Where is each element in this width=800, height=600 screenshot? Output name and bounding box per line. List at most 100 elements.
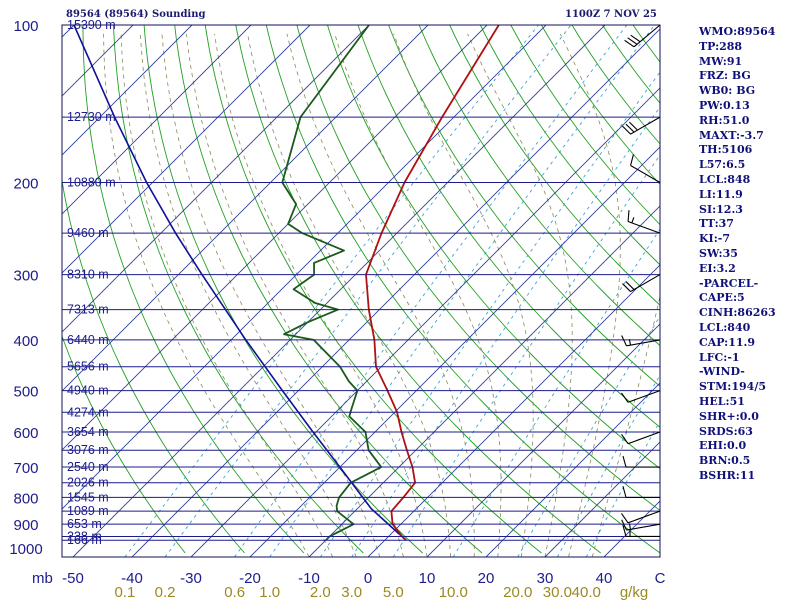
temperature-tick-label: -40 [121, 570, 143, 587]
dry-adiabat [204, 25, 542, 554]
index-item: LFC:-1 [699, 350, 740, 364]
dewpoint-profile-line [281, 25, 383, 541]
index-item: MW:91 [699, 54, 743, 68]
temperature-tick-label: 0 [364, 570, 372, 587]
index-item: WB0: BG [699, 84, 756, 98]
index-item: HEL:51 [699, 394, 745, 408]
temperature-tick-label: -50 [62, 570, 84, 587]
plot-area [62, 25, 660, 557]
mixing-ratio-line [269, 25, 655, 557]
index-item: BRN:0.5 [699, 454, 751, 468]
isotherm [62, 25, 370, 333]
index-item: BSHR:11 [699, 468, 756, 482]
mixing-ratio-line [557, 374, 660, 557]
mixing-ratio-label: 30.0 [543, 584, 572, 600]
temperature-tick-label: -30 [180, 570, 202, 587]
index-item: -PARCEL- [699, 276, 759, 290]
dry-adiabat [449, 25, 660, 306]
moist-adiabat [334, 33, 502, 557]
wind-barb [627, 210, 661, 234]
height-label: 9460 m [67, 226, 109, 240]
moist-adiabat [591, 293, 660, 557]
index-item: RH:51.0 [699, 113, 750, 127]
index-item: STM:194/5 [699, 380, 766, 394]
wind-barb [622, 455, 660, 468]
dry-adiabat [479, 25, 660, 266]
index-item: WMO:89564 [699, 25, 776, 38]
mixing-ratio-label: 0.1 [114, 584, 135, 600]
moist-adiabat [186, 33, 404, 557]
height-label: 166 m [67, 533, 102, 547]
dry-adiabat [235, 25, 601, 554]
wind-barb [624, 24, 661, 48]
sounding-station-title: 89564 (89564) Sounding [66, 9, 206, 20]
mixing-ratio-line [124, 25, 539, 557]
dry-adiabat [418, 25, 660, 347]
height-label: 5656 m [67, 360, 109, 374]
dry-adiabat [510, 25, 660, 226]
index-item: SI:12.3 [699, 202, 743, 216]
wind-barb [622, 116, 661, 135]
plot-frame [61, 24, 661, 558]
moist-adiabat [467, 33, 573, 557]
pressure-tick-label: 600 [13, 425, 38, 442]
index-item: PW:0.13 [699, 98, 750, 112]
height-label: 1089 m [67, 504, 109, 518]
height-label: 15390 m [67, 18, 116, 32]
sounding-time: 1100Z 7 NOV 25 [565, 9, 657, 20]
mixing-ratio-label: 5.0 [383, 584, 404, 600]
temperature-tick-label: 20 [478, 570, 495, 587]
wind-barb [621, 519, 661, 531]
index-item: TT:37 [699, 217, 734, 231]
pressure-tick-label: 800 [13, 490, 38, 507]
wind-barb [621, 431, 661, 445]
index-item: SW:35 [699, 246, 738, 260]
pressure-tick-label: 900 [13, 517, 38, 534]
height-label: 12730 m [67, 110, 116, 124]
isotherm [62, 25, 75, 38]
isotherm [544, 441, 660, 557]
mixing-ratio-label: 0.6 [224, 584, 245, 600]
mixing-ratio-label: 2.0 [310, 584, 331, 600]
dry-adiabat [357, 25, 660, 428]
index-item: MAXT:-3.7 [699, 128, 764, 142]
dry-adiabat [113, 25, 364, 554]
dry-adiabat [296, 25, 660, 512]
height-label: 1545 m [67, 490, 109, 504]
index-item: SHR+:0.0 [699, 409, 759, 423]
height-label: 3654 m [67, 425, 109, 439]
height-label: 10880 m [67, 175, 116, 189]
height-label: 238 m [67, 529, 102, 543]
temperature-tick-label: 40 [596, 570, 613, 587]
height-label: 2026 m [67, 476, 109, 490]
height-label: 4274 m [67, 405, 109, 419]
dry-adiabat [82, 25, 305, 554]
mixing-ratio-line [351, 106, 660, 557]
isotherm [249, 146, 660, 557]
dry-adiabat [143, 25, 423, 554]
isotherm [72, 25, 606, 557]
indices-list: WMO:89564 TP:288 MW:91 FRZ: BG WB0: BG PW:0.1… [699, 25, 776, 484]
pressure-tick-label: 700 [13, 460, 38, 477]
isotherm [62, 25, 193, 156]
dry-adiabat [571, 25, 660, 145]
index-item: LI:11.9 [699, 187, 743, 201]
index-item: LCL:840 [699, 320, 751, 334]
pressure-axis-unit: mb [32, 570, 53, 587]
temperature-tick-label: -10 [298, 570, 320, 587]
pressure-tick-label: 500 [13, 384, 38, 401]
isotherm [131, 28, 660, 557]
mixing-ratio-label: 3.0 [341, 584, 362, 600]
isotherm [485, 382, 660, 557]
dry-adiabat [327, 25, 660, 470]
temperature-tick-label: -20 [239, 570, 261, 587]
moist-adiabat [286, 33, 475, 557]
isotherm [367, 264, 660, 557]
wind-barb [622, 486, 660, 498]
temperature-tick-label: 30 [537, 570, 554, 587]
mixing-ratio-unit: g/kg [620, 584, 648, 600]
moist-adiabat [161, 33, 381, 557]
moist-adiabat [393, 33, 534, 557]
dry-adiabat [541, 25, 660, 185]
isotherm [62, 25, 252, 215]
